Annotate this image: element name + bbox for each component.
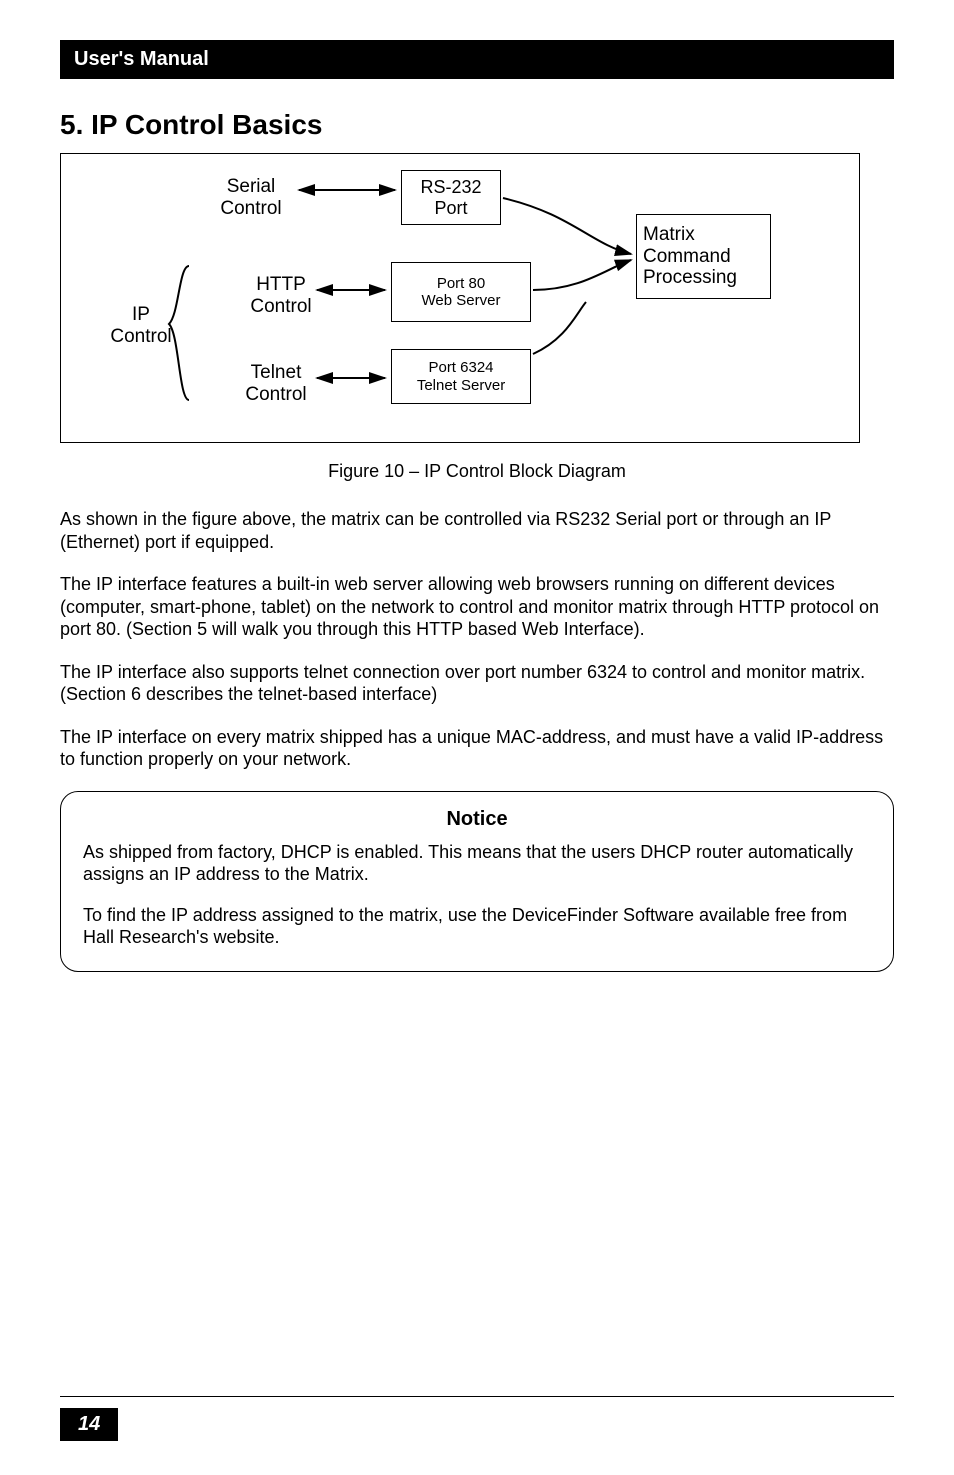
label-serial-control: Serial Control: [216, 176, 286, 220]
header-bar: User's Manual: [60, 40, 894, 79]
box-port80: Port 80 Web Server: [391, 262, 531, 322]
notice-paragraph-2: To find the IP address assigned to the m…: [83, 904, 871, 949]
paragraph-4: The IP interface on every matrix shipped…: [60, 726, 894, 771]
header-title: User's Manual: [74, 48, 209, 70]
section-title: 5. IP Control Basics: [60, 109, 894, 141]
notice-title: Notice: [83, 808, 871, 831]
page-number: 14: [60, 1408, 118, 1441]
notice-paragraph-1: As shipped from factory, DHCP is enabled…: [83, 841, 871, 886]
box-port6324: Port 6324 Telnet Server: [391, 349, 531, 404]
box-matrix: Matrix Command Processing: [636, 214, 771, 299]
label-ip-control: IP Control: [106, 304, 176, 348]
label-http-control: HTTP Control: [246, 274, 316, 318]
notice-box: Notice As shipped from factory, DHCP is …: [60, 791, 894, 972]
paragraph-1: As shown in the figure above, the matrix…: [60, 508, 894, 553]
paragraph-3: The IP interface also supports telnet co…: [60, 661, 894, 706]
box-rs232: RS-232 Port: [401, 170, 501, 225]
figure-caption: Figure 10 – IP Control Block Diagram: [60, 461, 894, 482]
paragraph-2: The IP interface features a built-in web…: [60, 573, 894, 641]
footer-line: [60, 1396, 894, 1398]
block-diagram: Serial Control IP Control HTTP Control T…: [60, 153, 860, 443]
label-telnet-control: Telnet Control: [241, 362, 311, 406]
